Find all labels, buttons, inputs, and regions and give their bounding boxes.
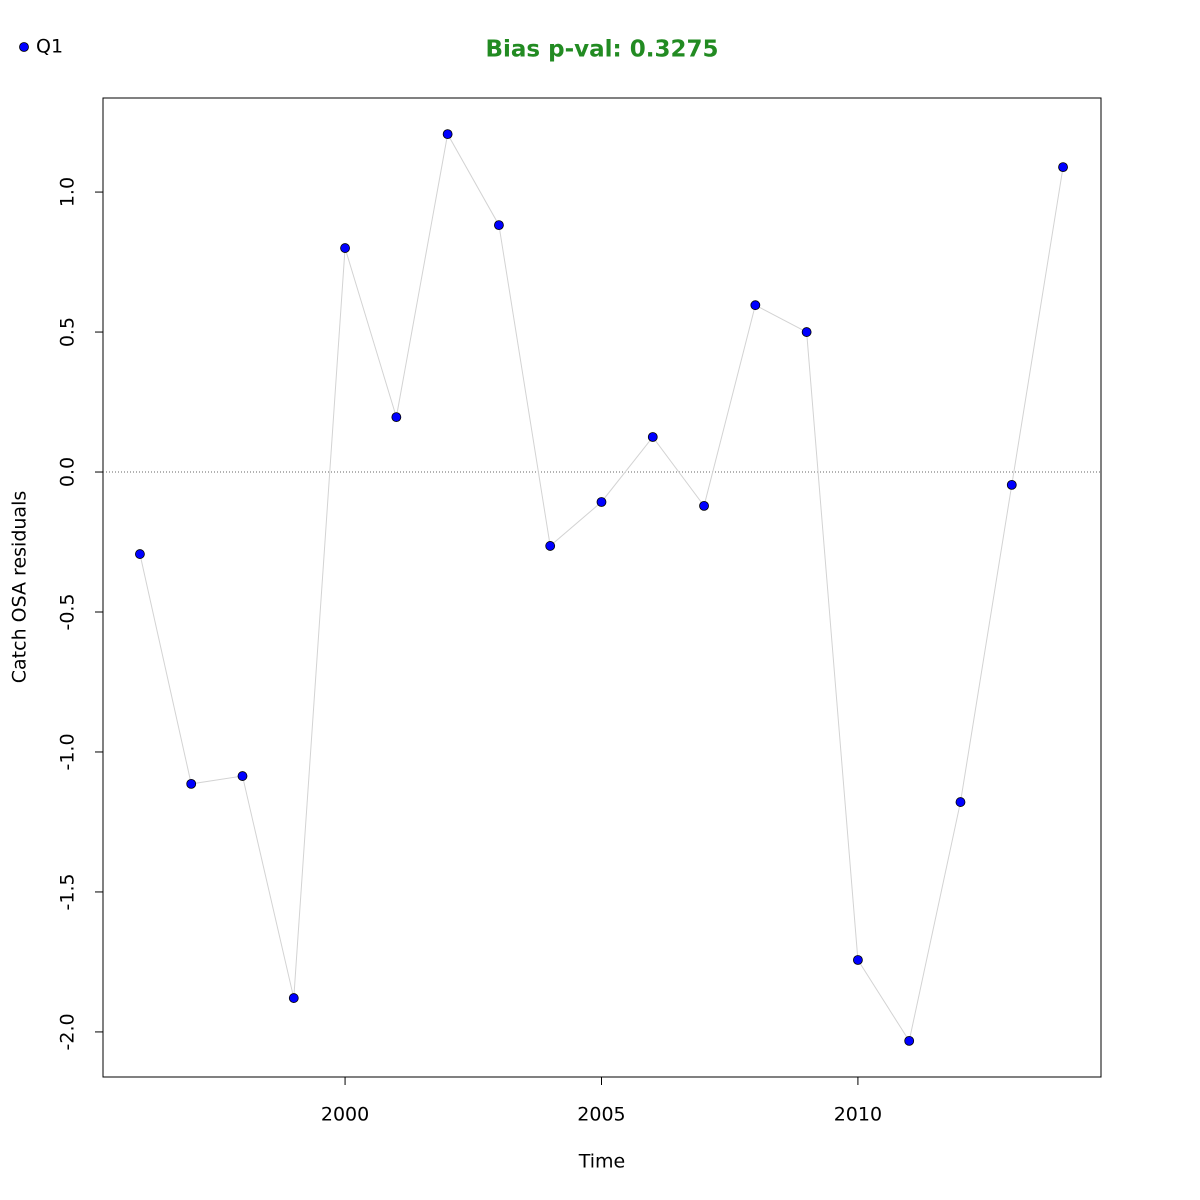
data-point — [391, 412, 402, 423]
data-point — [340, 243, 350, 253]
x-tick-label: 2005 — [577, 1104, 625, 1126]
chart-title: Bias p-val: 0.3275 — [486, 37, 719, 63]
data-point — [135, 549, 145, 559]
y-tick-label: -2.0 — [57, 1013, 79, 1050]
data-point — [904, 1035, 915, 1046]
data-point — [237, 771, 248, 781]
data-point — [853, 955, 863, 965]
data-point — [1058, 162, 1068, 173]
y-tick-label: -1.5 — [57, 873, 79, 910]
y-tick-label: -1.0 — [57, 733, 79, 770]
data-point — [186, 778, 197, 789]
series-line — [139, 132, 1064, 1043]
data-point — [494, 220, 504, 230]
x-axis-label: Time — [578, 1151, 626, 1173]
data-point — [955, 797, 966, 807]
data-point — [288, 993, 299, 1003]
data-point — [596, 497, 607, 507]
y-tick-label: 0.0 — [57, 457, 79, 487]
x-tick-label: 2000 — [321, 1104, 369, 1126]
data-point — [750, 300, 761, 311]
y-tick-label: 0.5 — [57, 317, 79, 347]
data-point — [699, 500, 709, 511]
legend-marker — [19, 42, 29, 52]
data-point — [801, 327, 812, 337]
data-point — [545, 541, 556, 551]
legend-label: Q1 — [36, 36, 63, 58]
x-tick-label: 2010 — [834, 1104, 882, 1126]
y-tick-label: 1.0 — [57, 177, 79, 207]
data-point — [442, 129, 453, 140]
data-point — [1006, 479, 1017, 490]
data-point — [647, 432, 658, 442]
plot-frame — [102, 97, 1102, 1078]
y-tick-label: -0.5 — [57, 593, 79, 630]
y-axis-label: Catch OSA residuals — [9, 491, 31, 683]
